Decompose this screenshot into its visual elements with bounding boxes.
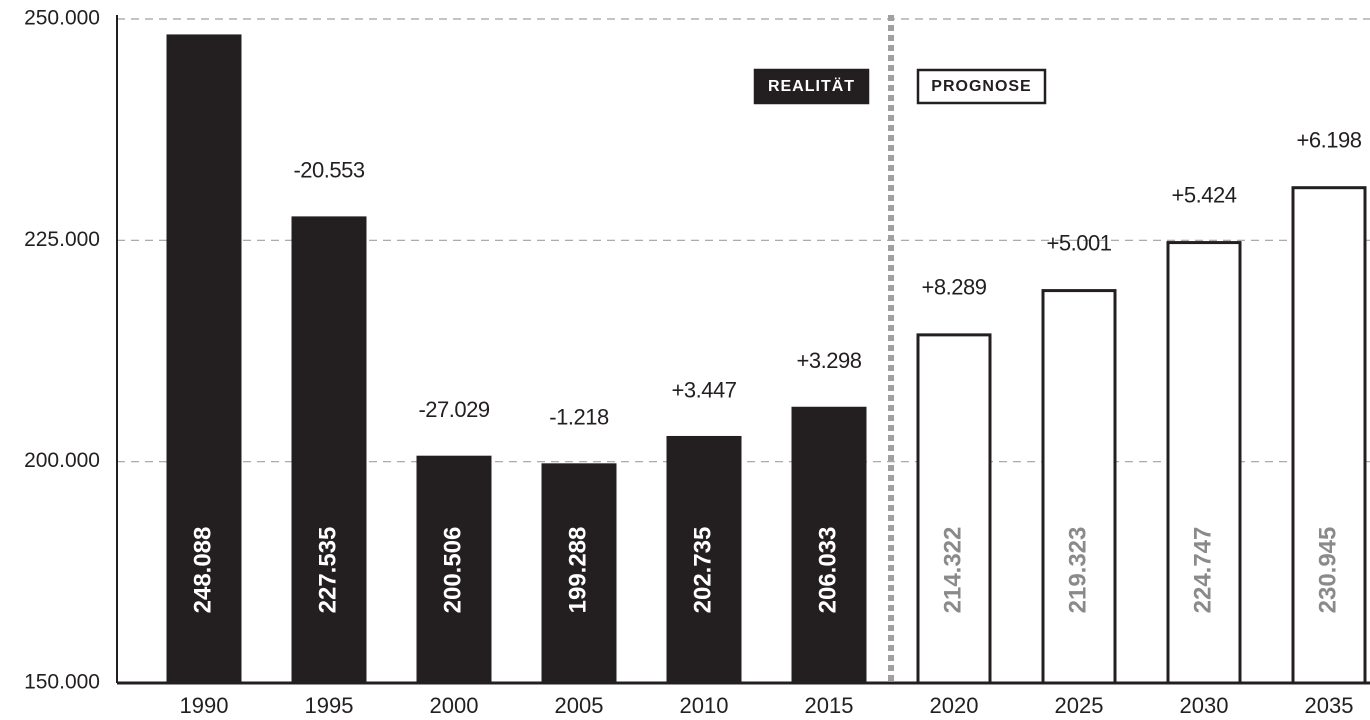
change-label: -27.029 <box>418 397 489 422</box>
legend-label: REALITÄT <box>768 77 855 95</box>
bar <box>416 455 492 685</box>
change-label: +5.424 <box>1172 182 1237 207</box>
x-tick-label: 1995 <box>305 693 354 718</box>
value-label: 248.088 <box>189 527 216 614</box>
bar <box>166 34 242 685</box>
bar <box>916 333 992 685</box>
value-label: 199.288 <box>564 527 591 614</box>
legend-box <box>916 68 1047 105</box>
value-label: 219.323 <box>1064 527 1091 614</box>
x-tick-label: 2010 <box>680 693 729 718</box>
value-label: 227.535 <box>314 527 341 614</box>
x-tick-label: 2005 <box>555 693 604 718</box>
x-tick-label: 2000 <box>430 693 479 718</box>
y-tick-label: 150.000 <box>24 671 100 694</box>
change-label: -1.218 <box>549 405 609 430</box>
change-label: +5.001 <box>1047 230 1112 255</box>
x-tick-label: 2015 <box>805 693 854 718</box>
bar <box>541 463 617 685</box>
y-tick-label: 250.000 <box>24 7 100 30</box>
value-label: 230.945 <box>1314 527 1341 614</box>
change-label: +3.447 <box>672 377 737 402</box>
value-label: 202.735 <box>689 527 716 614</box>
bar <box>1291 186 1367 685</box>
legend-label: PROGNOSE <box>931 78 1031 95</box>
change-label: -20.553 <box>293 158 364 183</box>
y-tick-label: 225.000 <box>24 228 100 251</box>
x-tick-label: 2035 <box>1305 693 1354 718</box>
bar <box>791 406 867 685</box>
change-label: +8.289 <box>922 275 987 300</box>
legend-box <box>753 68 870 105</box>
value-label: 206.033 <box>814 527 841 614</box>
x-tick-label: 1990 <box>180 693 229 718</box>
y-tick-label: 200.000 <box>24 449 100 472</box>
x-tick-label: 2030 <box>1180 693 1229 718</box>
value-label: 200.506 <box>439 527 466 614</box>
change-label: +3.298 <box>797 348 862 373</box>
x-tick-label: 2025 <box>1055 693 1104 718</box>
bar <box>1041 289 1117 685</box>
change-label: +6.198 <box>1297 128 1362 153</box>
x-tick-label: 2020 <box>930 693 979 718</box>
value-label: 214.322 <box>939 527 966 614</box>
value-label: 224.747 <box>1189 527 1216 614</box>
bar <box>1166 241 1242 685</box>
